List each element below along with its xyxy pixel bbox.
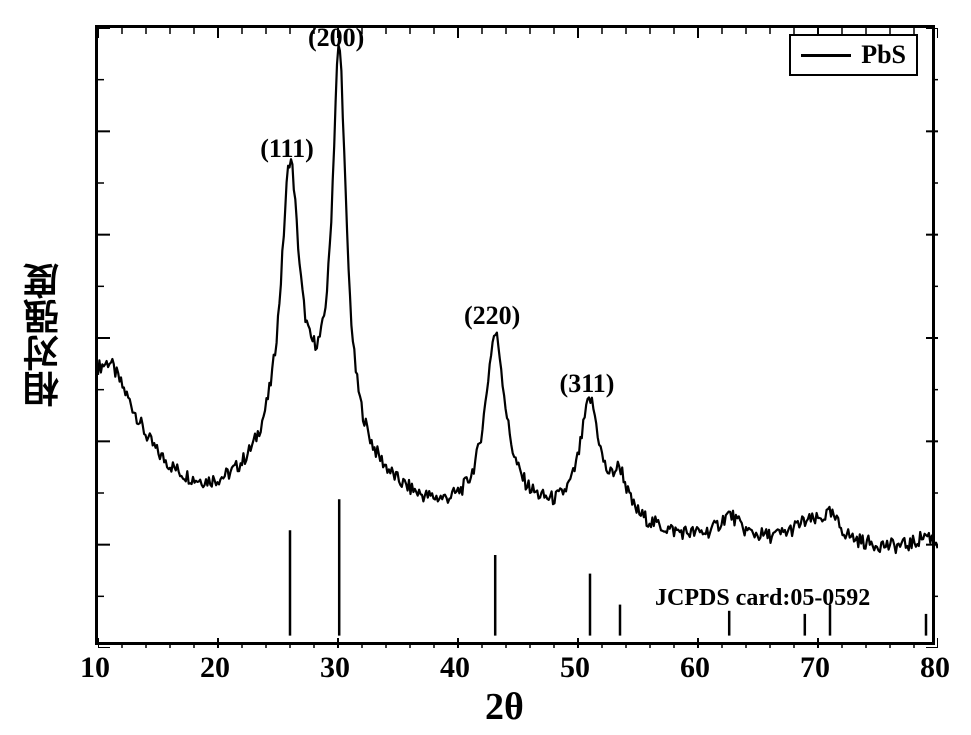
- plot-svg: [98, 28, 938, 648]
- plot-area: [95, 25, 935, 645]
- xrd-chart: 相对强度 2θ PbS 10 20 30 40 50 60 70 80 (111) (200) (2…: [0, 0, 971, 735]
- y-axis-label: 相对强度: [18, 240, 70, 430]
- x-tick-label: 70: [800, 651, 830, 685]
- legend-line: [801, 54, 851, 57]
- peak-label: (111): [260, 134, 313, 164]
- x-tick-label: 50: [560, 651, 590, 685]
- x-tick-label: 20: [200, 651, 230, 685]
- legend-text: PbS: [861, 40, 906, 70]
- x-tick-label: 40: [440, 651, 470, 685]
- peak-label: (311): [560, 369, 615, 399]
- peak-label: (200): [308, 23, 364, 53]
- x-tick-label: 80: [920, 651, 950, 685]
- jcpds-label: JCPDS card:05-0592: [655, 585, 870, 612]
- legend: PbS: [789, 34, 918, 76]
- x-tick-label: 60: [680, 651, 710, 685]
- peak-label: (220): [464, 301, 520, 331]
- x-tick-label: 30: [320, 651, 350, 685]
- x-axis-label: 2θ: [485, 685, 524, 729]
- x-tick-label: 10: [80, 651, 110, 685]
